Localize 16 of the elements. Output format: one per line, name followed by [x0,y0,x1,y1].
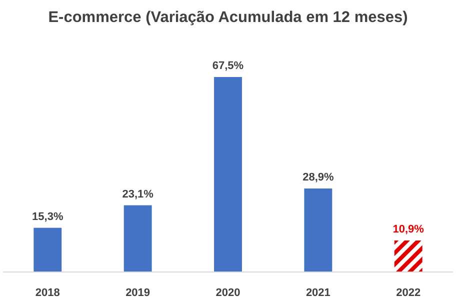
x-tick-label: 2021 [306,287,330,299]
chart-title: E-commerce (Variação Acumulada em 12 meses) [48,9,408,26]
bar [394,240,422,272]
x-tick-label: 2019 [126,287,150,299]
bar [214,77,242,272]
bar [124,205,152,272]
data-label: 15,3% [32,210,64,223]
data-label: 28,9% [302,172,334,184]
bar [34,228,62,272]
x-tick-label: 2022 [396,287,421,299]
x-tick-label: 2018 [35,287,60,299]
data-label: 67,5% [212,60,244,72]
data-label: 10,9% [392,224,424,236]
data-label: 23,1% [122,188,154,200]
bar [304,188,332,272]
x-tick-label: 2020 [216,287,240,299]
